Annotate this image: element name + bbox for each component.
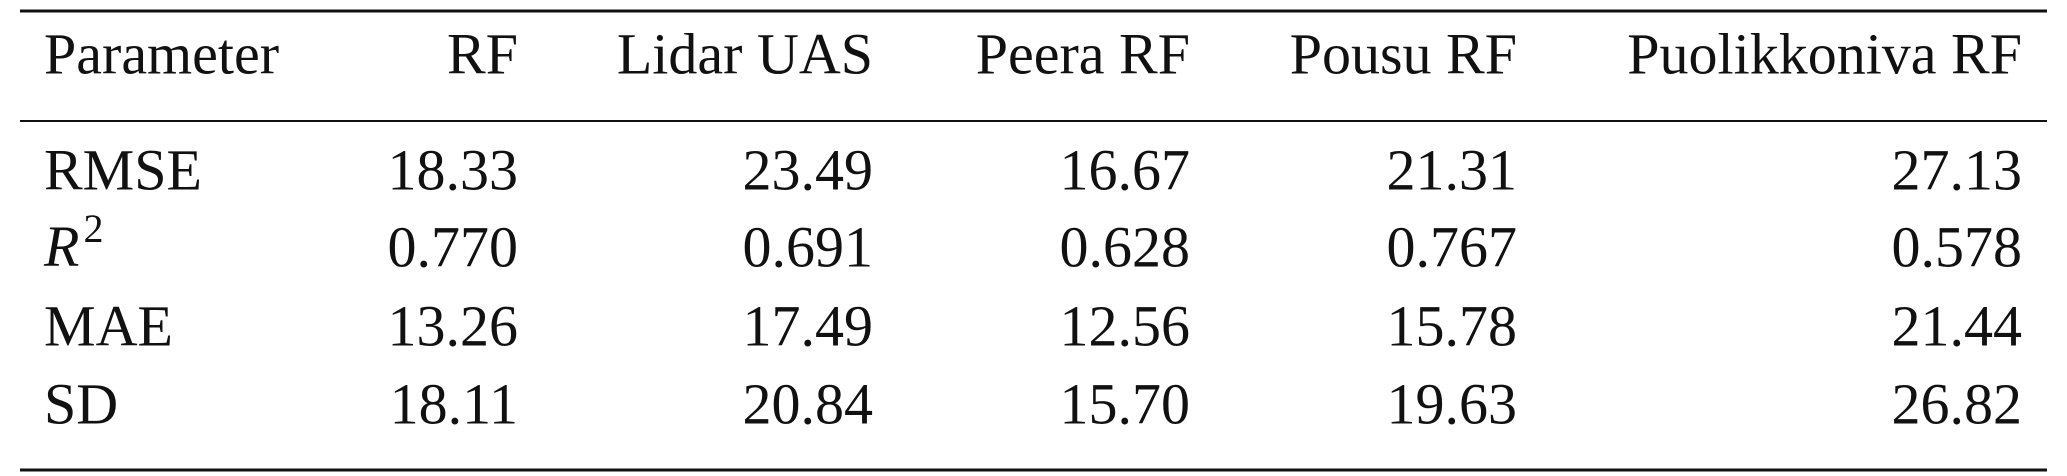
cell: 0.770 xyxy=(388,214,519,279)
cell: 27.13 xyxy=(1892,137,2023,202)
cell: 16.67 xyxy=(1060,137,1191,202)
cell: 13.26 xyxy=(388,293,519,358)
cell: 15.78 xyxy=(1387,293,1518,358)
cell: 0.628 xyxy=(1060,214,1191,279)
cell: 21.44 xyxy=(1892,293,2023,358)
header-cell: Lidar UAS xyxy=(617,21,873,86)
cell: 23.49 xyxy=(743,137,874,202)
row-label-main: R xyxy=(43,214,79,279)
row-label: MAE xyxy=(44,293,173,358)
header-cell: Puolikkoniva RF xyxy=(1627,21,2022,86)
header-cell: Parameter xyxy=(44,21,279,86)
header-cell: Pousu RF xyxy=(1290,21,1517,86)
cell: 12.56 xyxy=(1060,293,1191,358)
cell: 0.691 xyxy=(743,214,874,279)
header-cell: RF xyxy=(447,21,518,86)
cell: 0.767 xyxy=(1387,214,1518,279)
cell: 18.33 xyxy=(388,137,519,202)
cell: 21.31 xyxy=(1387,137,1518,202)
header-cell: Peera RF xyxy=(976,21,1190,86)
cell: 18.11 xyxy=(390,371,518,436)
row-label: RMSE xyxy=(44,137,202,202)
cell: 20.84 xyxy=(743,371,874,436)
cell: 19.63 xyxy=(1387,371,1518,436)
row-label: SD xyxy=(44,371,118,436)
row-label-superscript: 2 xyxy=(83,206,103,251)
cell: 26.82 xyxy=(1892,371,2023,436)
cell: 15.70 xyxy=(1060,371,1191,436)
cell: 17.49 xyxy=(743,293,874,358)
cell: 0.578 xyxy=(1892,214,2023,279)
